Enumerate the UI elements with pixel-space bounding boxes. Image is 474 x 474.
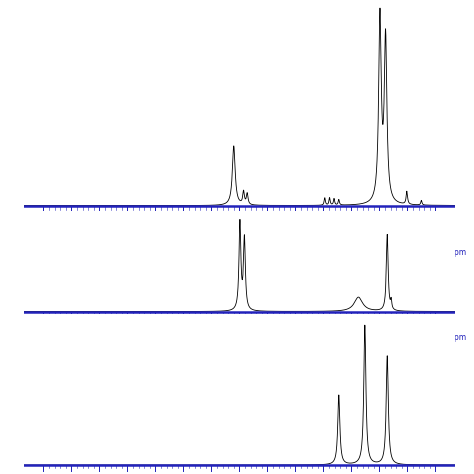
Text: ppm: ppm: [449, 248, 466, 257]
Text: 9: 9: [209, 248, 214, 257]
Text: 1: 1: [433, 248, 438, 257]
Text: 13: 13: [94, 333, 104, 342]
Text: 13: 13: [94, 248, 104, 257]
Text: 14: 14: [66, 333, 76, 342]
Text: 15: 15: [38, 248, 48, 257]
Text: OAB: OAB: [29, 378, 55, 388]
Text: 15: 15: [38, 333, 48, 342]
Text: 6: 6: [293, 333, 298, 342]
Text: 7: 7: [265, 333, 270, 342]
Text: 2: 2: [405, 248, 410, 257]
Text: 9: 9: [209, 333, 214, 342]
Text: 8: 8: [237, 248, 242, 257]
Text: 10: 10: [179, 333, 188, 342]
Text: 4: 4: [349, 248, 354, 257]
Text: 12: 12: [123, 248, 132, 257]
Text: 5: 5: [321, 248, 326, 257]
Text: 11: 11: [151, 248, 160, 257]
Text: 6: 6: [293, 248, 298, 257]
Text: 7: 7: [265, 248, 270, 257]
Text: ONB: ONB: [29, 298, 56, 308]
Text: 14: 14: [66, 248, 76, 257]
Text: 2: 2: [405, 333, 410, 342]
Text: 1: 1: [433, 333, 438, 342]
Text: 4: 4: [349, 333, 354, 342]
Text: 10: 10: [179, 248, 188, 257]
Text: 8: 8: [237, 333, 242, 342]
Text: ppm: ppm: [449, 333, 466, 342]
Text: 3: 3: [377, 333, 382, 342]
Text: 3: 3: [377, 248, 382, 257]
Text: 5: 5: [321, 333, 326, 342]
Text: 11: 11: [151, 333, 160, 342]
Text: 12: 12: [123, 333, 132, 342]
